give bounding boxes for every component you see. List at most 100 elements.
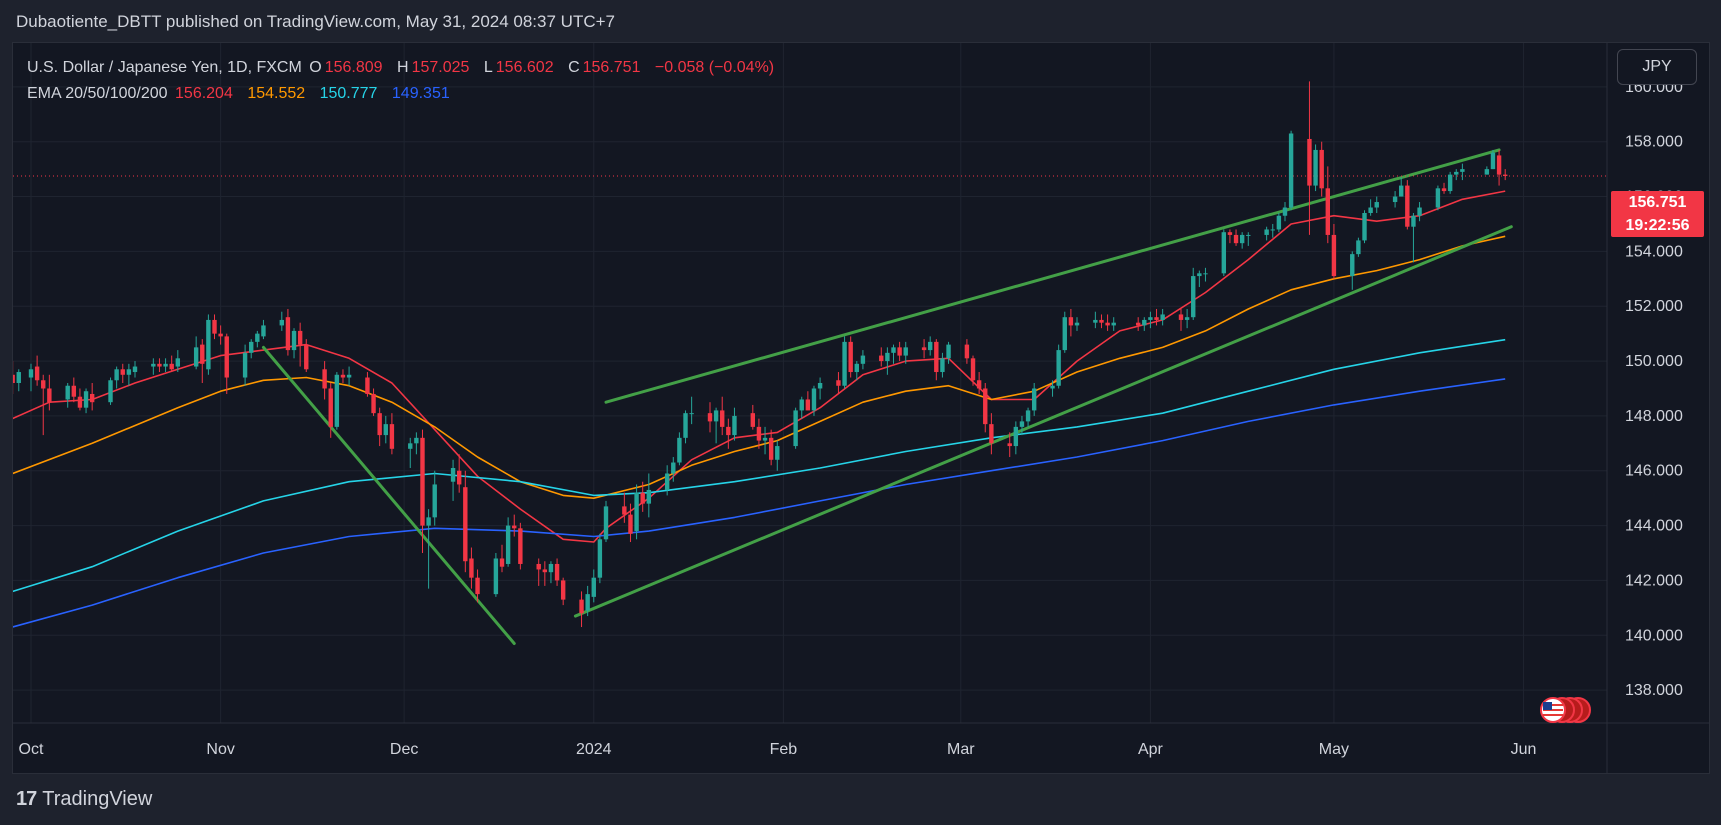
candle-body (175, 358, 181, 367)
ema-line-ema200 (13, 378, 1506, 628)
trendline-lower-channel (573, 225, 1513, 618)
candle-body (1050, 385, 1055, 389)
x-tick-label: 2024 (576, 741, 612, 758)
candle-body (921, 347, 927, 351)
x-tick-label: Feb (770, 741, 798, 758)
candle-body (242, 352, 248, 378)
candle-body (1362, 213, 1367, 241)
candle-body (554, 563, 560, 581)
price-chart[interactable]: 160.000158.000156.000154.000152.000150.0… (13, 43, 1709, 773)
candle-body (71, 385, 77, 397)
candle-body (1356, 240, 1361, 255)
candle-body (1178, 314, 1184, 320)
chart-legend: U.S. Dollar / Japanese Yen, 1D, FXCM O 15… (27, 55, 784, 107)
y-tick-label: 152.000 (1625, 298, 1683, 315)
trendline-downtrend (261, 345, 516, 645)
tradingview-brand[interactable]: 17 TradingView (16, 788, 152, 811)
candle-body (542, 569, 548, 573)
candle-body (1007, 443, 1012, 447)
candle-body (16, 372, 21, 383)
candle-body (903, 347, 908, 356)
candle-body (206, 319, 211, 370)
x-tick-label: Oct (19, 741, 44, 758)
candle-body (775, 446, 780, 460)
ema-row: EMA 20/50/100/200 156.204 154.552 150.77… (27, 81, 784, 107)
candle-body (1276, 215, 1282, 230)
candle-body (426, 517, 431, 526)
candle-body (964, 344, 970, 359)
candle-body (456, 470, 462, 485)
candle-body (28, 369, 34, 378)
candle-body (1307, 138, 1312, 186)
candle-body (193, 347, 199, 367)
chart-frame[interactable]: 160.000158.000156.000154.000152.000150.0… (12, 42, 1710, 774)
candle-body (646, 489, 652, 504)
candle-body (518, 528, 523, 564)
candle-body (1246, 234, 1251, 236)
candle-body (726, 426, 731, 436)
candle-body (1203, 273, 1208, 275)
x-tick-label: Mar (947, 741, 975, 758)
candle-body (512, 525, 517, 529)
y-tick-label: 154.000 (1625, 243, 1683, 260)
candle-body (1490, 152, 1496, 170)
candle-body (1374, 202, 1379, 208)
candle-body (1484, 169, 1490, 175)
ema20-value: 156.204 (175, 85, 233, 102)
candle-body (1288, 133, 1294, 208)
candle-body (946, 344, 951, 359)
candle-body (1197, 273, 1202, 277)
trendline-upper-channel (604, 148, 1501, 404)
candle-body (1062, 317, 1067, 351)
candle-body (1160, 314, 1165, 320)
candle-body (683, 413, 688, 438)
candle-body (1074, 322, 1080, 326)
candle-body (677, 437, 682, 463)
candle-body (1031, 388, 1037, 411)
candle-body (842, 341, 847, 386)
candle-body (1239, 234, 1245, 244)
ema50-value: 154.552 (247, 85, 306, 102)
candle-body (1191, 276, 1196, 318)
candle-body (1331, 234, 1337, 277)
ema200-value: 149.351 (391, 85, 450, 102)
candle-body (34, 366, 40, 381)
candle-body (1135, 322, 1141, 326)
open-label: O (309, 59, 322, 76)
ema-line-ema100 (13, 338, 1506, 593)
candle-body (212, 319, 217, 334)
currency-button[interactable]: JPY (1617, 49, 1697, 85)
candle-body (493, 558, 499, 595)
candle-body (297, 330, 303, 345)
candle-body (41, 380, 46, 389)
ema-label[interactable]: EMA 20/50/100/200 (27, 85, 168, 102)
candle-body (860, 355, 866, 364)
x-tick-label: Dec (390, 741, 418, 758)
candle-body (664, 473, 670, 490)
candle-body (450, 468, 456, 482)
y-tick-label: 148.000 (1625, 408, 1683, 425)
candle-body (560, 580, 566, 600)
candle-body (634, 492, 639, 532)
candle-body (163, 363, 168, 367)
candle-body (1142, 319, 1147, 326)
candle-body (622, 506, 627, 515)
close-value: 156.751 (582, 59, 641, 76)
candle-body (836, 380, 841, 386)
candle-body (1441, 188, 1447, 192)
candle-body (304, 344, 309, 370)
candle-body (811, 388, 817, 411)
close-label: C (568, 59, 580, 76)
symbol-title[interactable]: U.S. Dollar / Japanese Yen, 1D, FXCM (27, 59, 302, 76)
high-label: H (397, 59, 409, 76)
ema100-value: 150.777 (319, 85, 378, 102)
published-caption: Dubaotiente_DBTT published on TradingVie… (16, 12, 615, 31)
candle-body (120, 369, 125, 375)
y-tick-label: 158.000 (1625, 134, 1683, 151)
us-flag-icon[interactable] (1533, 695, 1593, 725)
candle-body (548, 563, 554, 573)
candle-body (1013, 426, 1019, 447)
candle-body (640, 492, 645, 504)
candle-body (1325, 188, 1331, 235)
ohlc-row: U.S. Dollar / Japanese Yen, 1D, FXCM O 15… (27, 55, 784, 81)
